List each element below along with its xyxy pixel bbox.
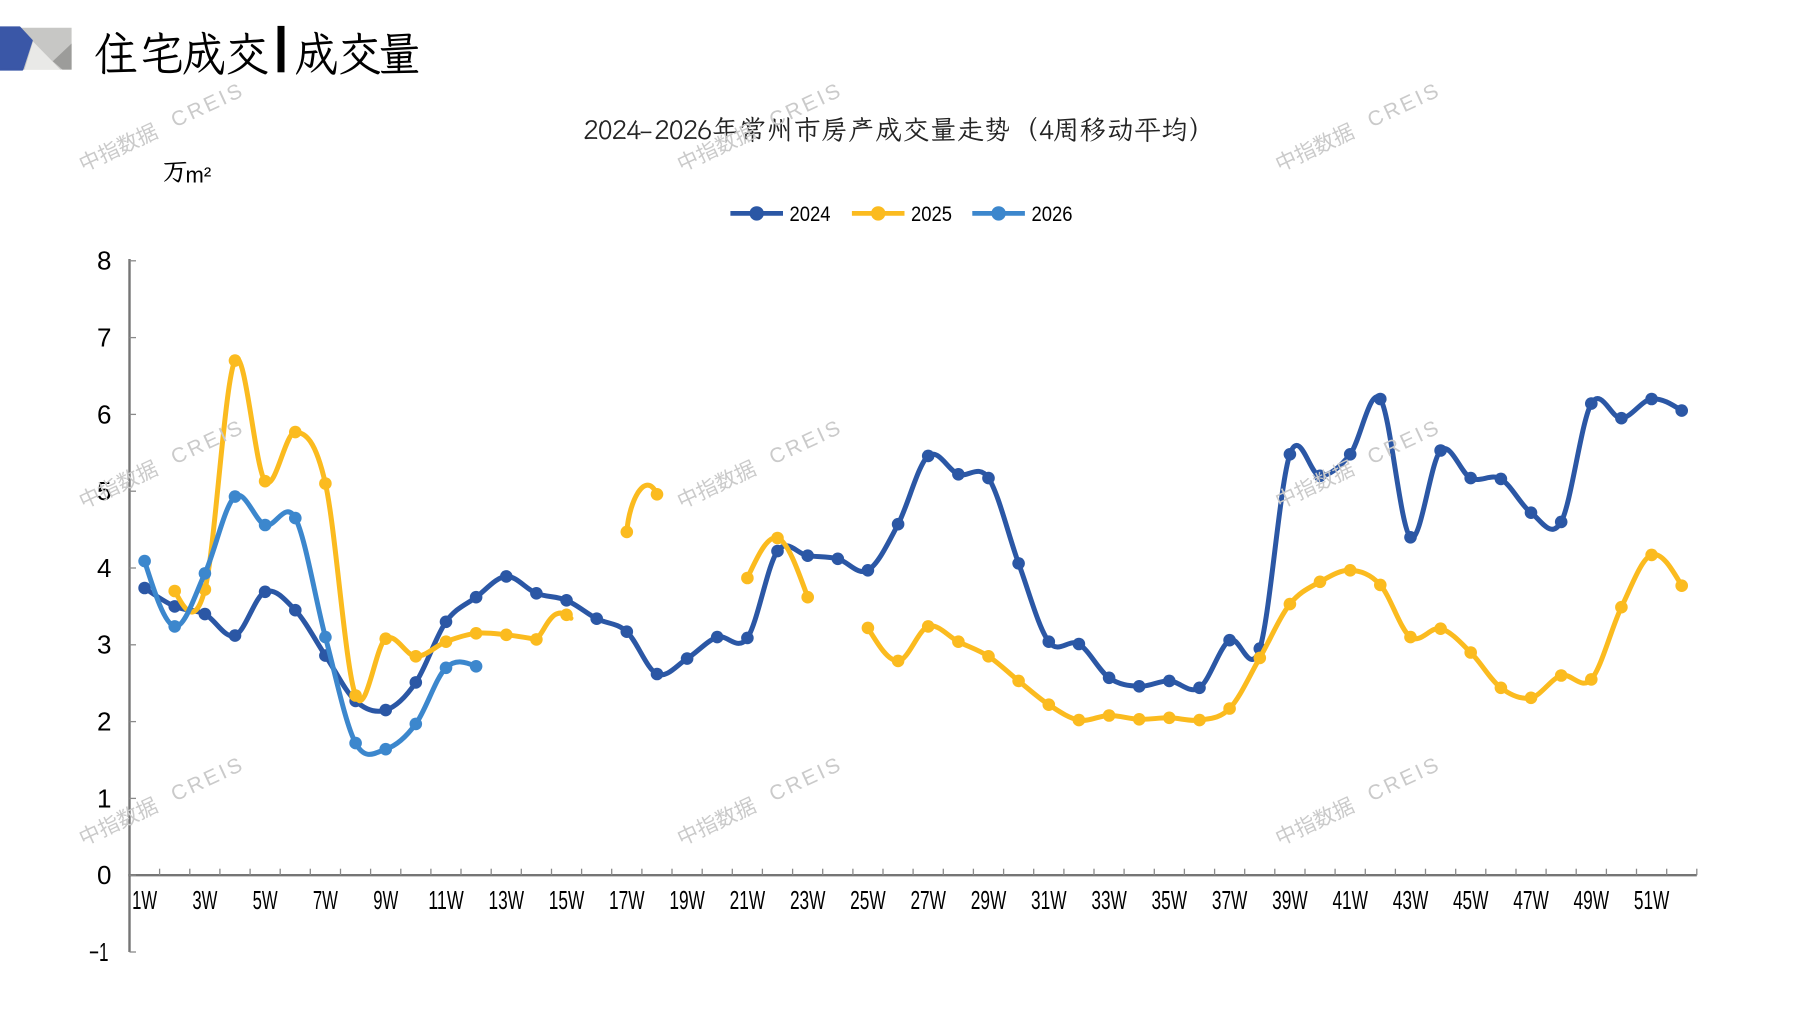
svg-text:7W: 7W [313, 885, 338, 915]
svg-text:9W: 9W [373, 885, 398, 915]
svg-text:21W: 21W [730, 885, 766, 915]
svg-text:5W: 5W [253, 885, 278, 915]
svg-text:17W: 17W [609, 885, 645, 915]
svg-text:1: 1 [97, 783, 111, 813]
svg-text:37W: 37W [1212, 885, 1248, 915]
svg-text:49W: 49W [1574, 885, 1610, 915]
svg-text:31W: 31W [1031, 885, 1067, 915]
svg-text:43W: 43W [1393, 885, 1429, 915]
svg-text:2: 2 [97, 707, 111, 737]
svg-text:13W: 13W [489, 885, 525, 915]
svg-text:0: 0 [97, 860, 111, 890]
svg-text:11W: 11W [428, 885, 464, 915]
svg-text:47W: 47W [1513, 885, 1549, 915]
svg-text:4: 4 [97, 553, 111, 583]
svg-text:29W: 29W [971, 885, 1007, 915]
svg-text:41W: 41W [1332, 885, 1368, 915]
svg-text:2024: 2024 [790, 203, 831, 226]
svg-text:25W: 25W [850, 885, 886, 915]
svg-text:33W: 33W [1091, 885, 1127, 915]
svg-text:39W: 39W [1272, 885, 1308, 915]
svg-text:23W: 23W [790, 885, 826, 915]
svg-text:51W: 51W [1634, 885, 1670, 915]
svg-text:19W: 19W [669, 885, 705, 915]
svg-text:3W: 3W [192, 885, 217, 915]
svg-text:3: 3 [97, 630, 111, 660]
svg-text:m²: m² [186, 162, 212, 187]
svg-text:15W: 15W [549, 885, 585, 915]
svg-text:8: 8 [97, 246, 111, 276]
svg-text:1W: 1W [132, 885, 157, 915]
svg-text:35W: 35W [1152, 885, 1188, 915]
svg-text:7: 7 [97, 323, 111, 353]
svg-text:−1: −1 [89, 937, 109, 967]
svg-text:27W: 27W [910, 885, 946, 915]
svg-text:2026: 2026 [1032, 203, 1073, 226]
svg-text:6: 6 [97, 399, 111, 429]
svg-text:45W: 45W [1453, 885, 1489, 915]
svg-text:2025: 2025 [911, 203, 952, 226]
